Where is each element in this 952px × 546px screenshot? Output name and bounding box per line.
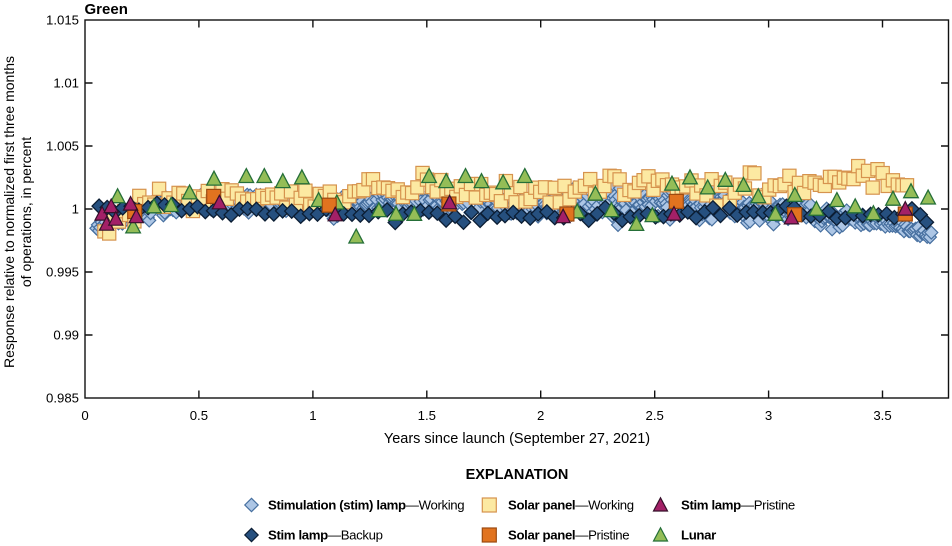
svg-text:Stimulation (stim) lamp—Workin: Stimulation (stim) lamp—Working	[268, 498, 464, 513]
svg-text:EXPLANATION: EXPLANATION	[466, 467, 569, 483]
svg-text:3: 3	[765, 408, 772, 423]
svg-text:Response relative to normalize: Response relative to normalized first th…	[1, 56, 17, 368]
svg-text:3.5: 3.5	[873, 408, 891, 423]
svg-text:0.985: 0.985	[46, 391, 79, 406]
svg-text:1.015: 1.015	[46, 13, 79, 28]
svg-text:0.99: 0.99	[53, 328, 79, 343]
svg-text:1: 1	[72, 202, 79, 217]
svg-text:Stim lamp—Backup: Stim lamp—Backup	[268, 528, 383, 543]
svg-text:1.005: 1.005	[46, 139, 79, 154]
svg-text:2.5: 2.5	[646, 408, 664, 423]
svg-text:1: 1	[309, 408, 316, 423]
svg-text:0: 0	[81, 408, 88, 423]
svg-text:1.5: 1.5	[418, 408, 436, 423]
svg-text:Stim lamp—Pristine: Stim lamp—Pristine	[681, 498, 795, 513]
svg-text:2: 2	[537, 408, 544, 423]
svg-text:0.5: 0.5	[190, 408, 208, 423]
svg-text:Solar panel—Working: Solar panel—Working	[508, 498, 634, 513]
svg-text:Solar panel—Pristine: Solar panel—Pristine	[508, 528, 629, 543]
svg-text:1.01: 1.01	[53, 76, 79, 91]
svg-text:Years since launch (September: Years since launch (September 27, 2021)	[384, 431, 650, 447]
svg-text:of operations, in percent: of operations, in percent	[18, 137, 34, 287]
svg-text:Lunar: Lunar	[681, 528, 716, 543]
svg-text:Green: Green	[85, 1, 128, 18]
svg-text:0.995: 0.995	[46, 265, 79, 280]
